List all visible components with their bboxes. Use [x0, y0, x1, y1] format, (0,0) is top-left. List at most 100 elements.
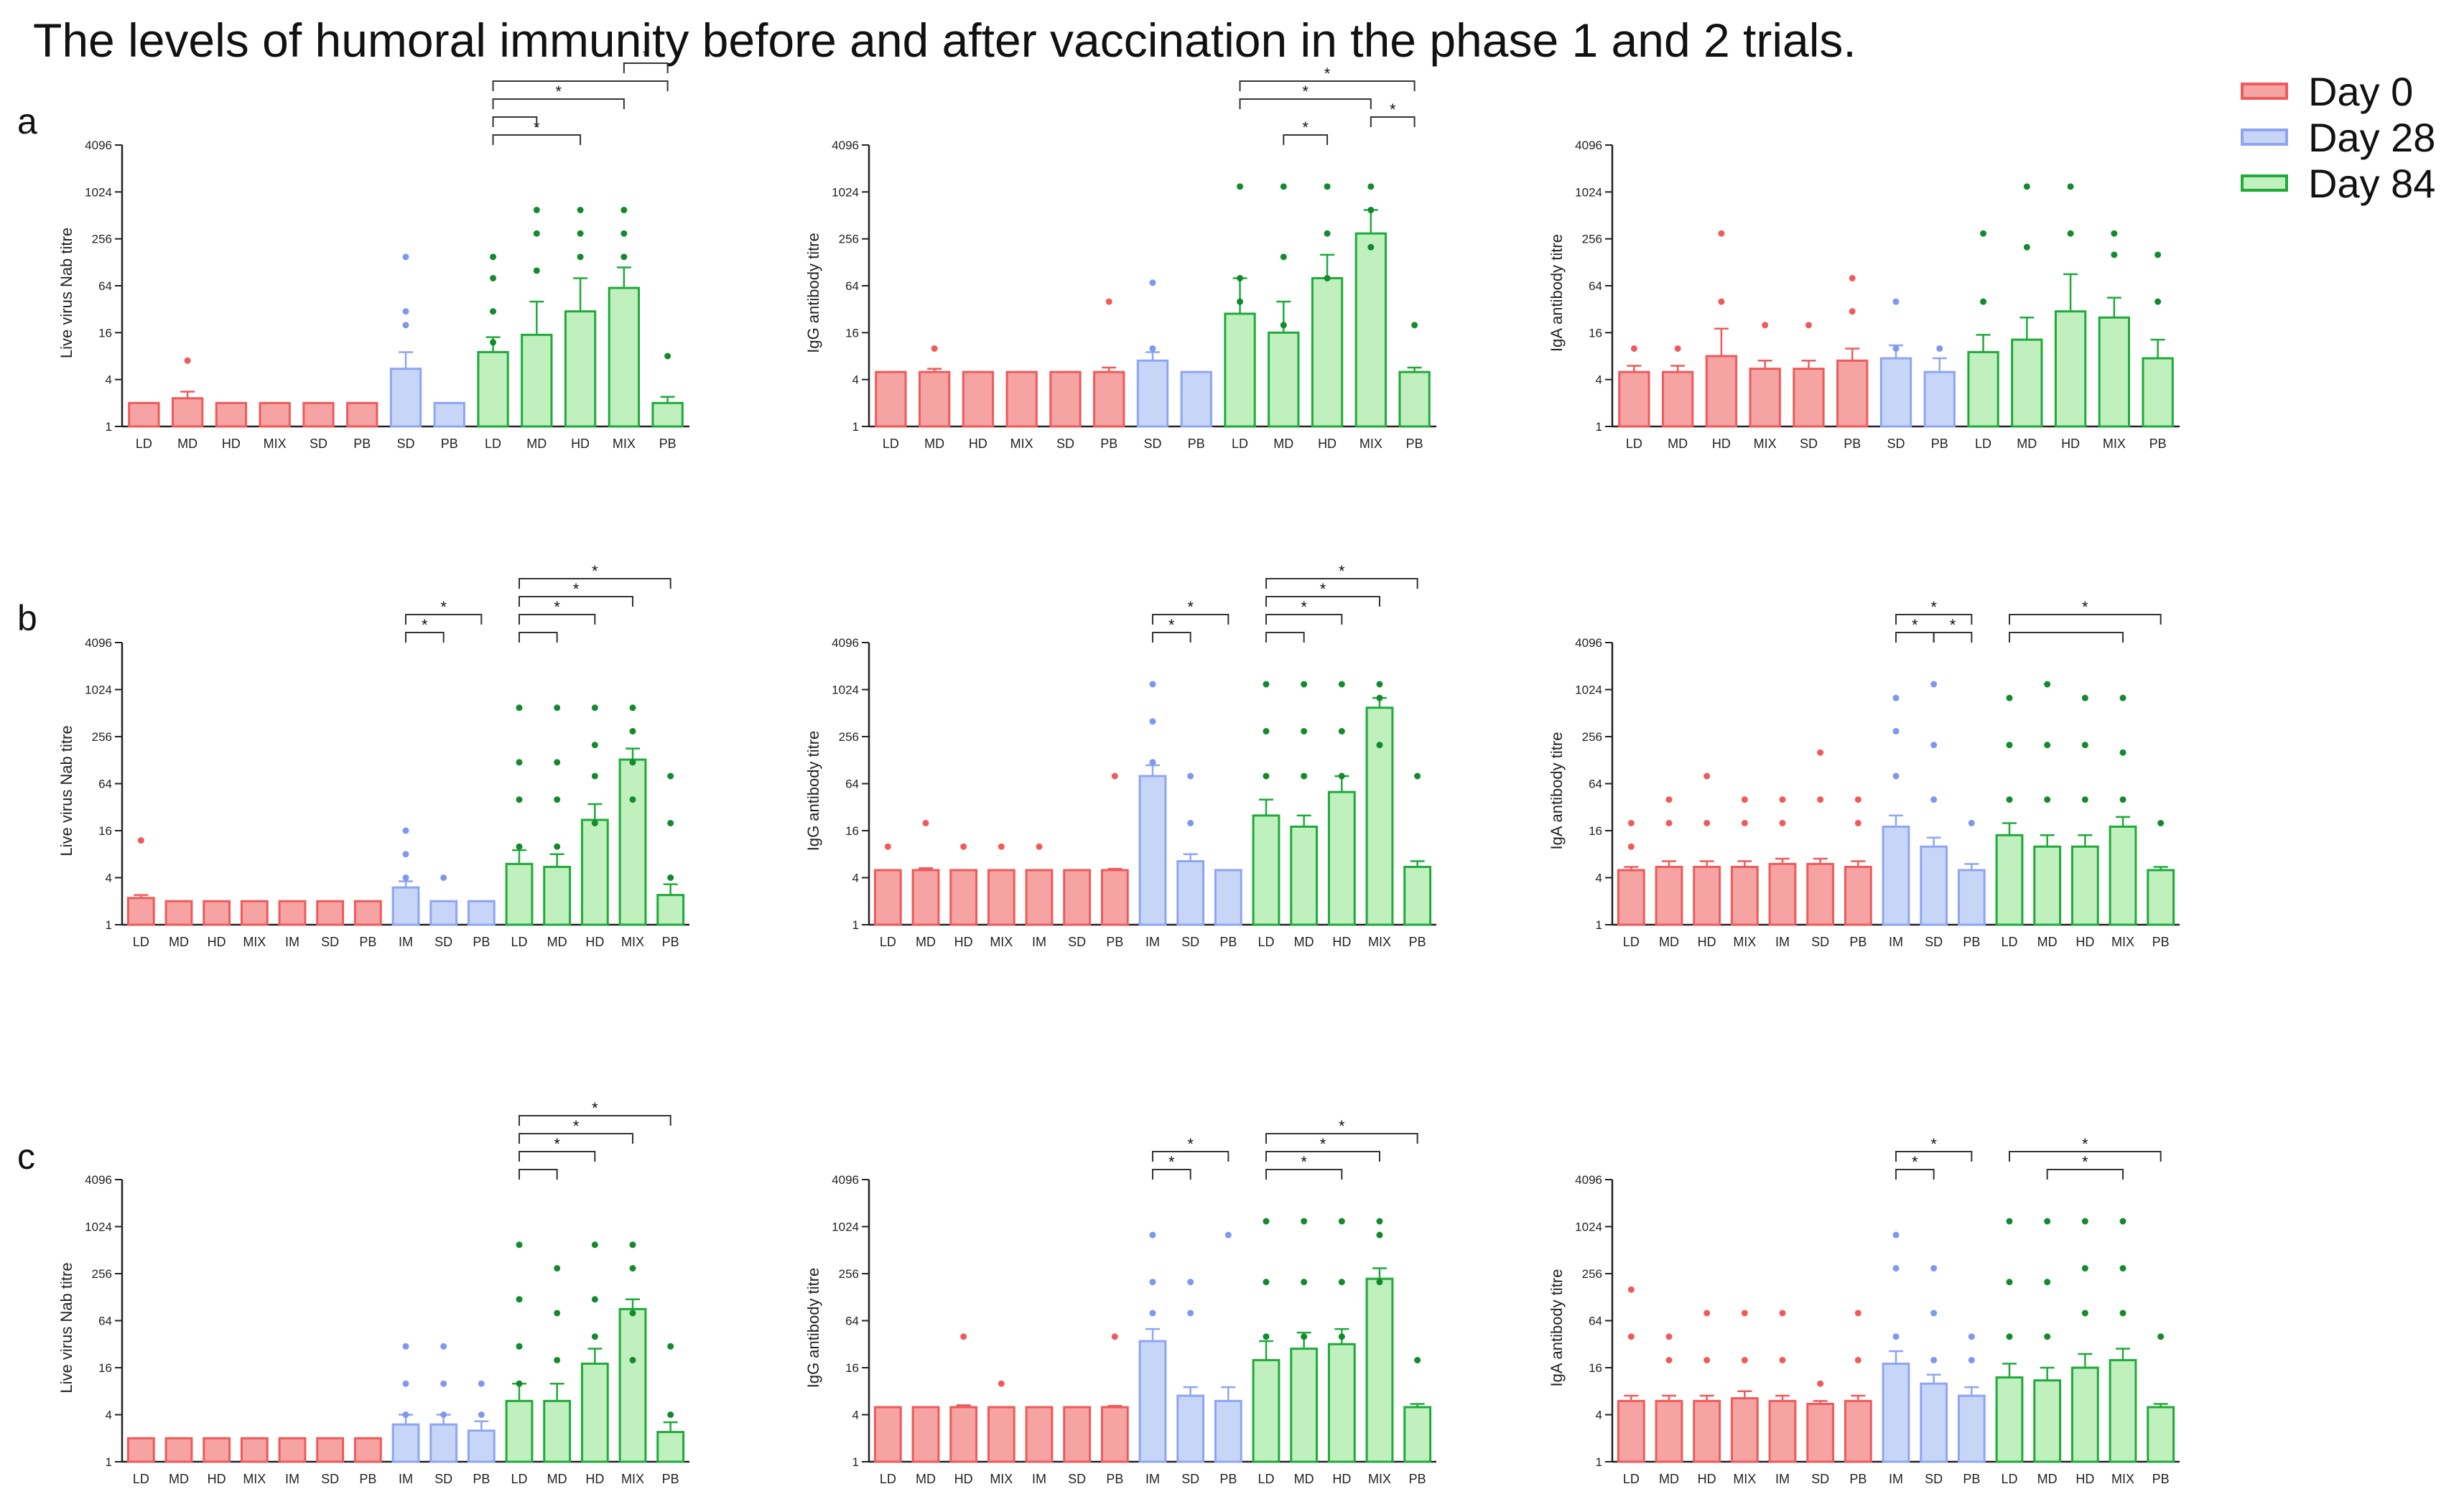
legend-swatch-day0 — [2241, 83, 2288, 100]
bar — [1252, 814, 1280, 926]
data-point — [1338, 1279, 1345, 1286]
data-point — [440, 874, 447, 881]
x-tick-label: MIX — [243, 1472, 266, 1486]
data-point — [1376, 1279, 1383, 1286]
data-point — [1301, 681, 1308, 688]
data-point — [667, 819, 674, 826]
data-point — [516, 1296, 523, 1303]
data-point — [554, 1356, 561, 1363]
data-point — [1237, 298, 1244, 305]
bar — [505, 1399, 534, 1463]
x-tick-label: MD — [1294, 935, 1314, 949]
chart-a-igg: 1 4 16 64 256 1024 4096 IgG antibody titre LD MD H… — [804, 65, 1436, 451]
x-tick-label: HD — [1318, 437, 1337, 451]
x-tick-label: IM — [1145, 935, 1160, 949]
x-tick-label: MD — [924, 437, 944, 451]
bar — [1806, 862, 1835, 926]
data-point — [1718, 230, 1725, 237]
data-point — [1149, 718, 1156, 725]
data-point — [2006, 1279, 2013, 1286]
bar — [1844, 1399, 1872, 1463]
significance-bracket — [1265, 1151, 1380, 1162]
data-point — [2119, 796, 2126, 803]
y-tick-label: 1 — [852, 420, 859, 434]
bar — [1214, 1399, 1242, 1463]
x-tick-label: IM — [399, 935, 413, 949]
bar — [580, 818, 609, 926]
data-point — [2081, 1265, 2088, 1272]
data-point — [137, 837, 144, 844]
y-tick-label: 1 — [1596, 918, 1602, 932]
bar — [164, 1437, 193, 1463]
x-tick-label: SD — [1056, 437, 1074, 451]
bar — [1268, 331, 1300, 428]
data-point — [2044, 1218, 2051, 1225]
x-tick-label: PB — [2152, 935, 2170, 949]
bar — [1403, 865, 1432, 926]
bar — [1995, 1376, 2024, 1463]
y-axis-label: IgG antibody titre — [804, 731, 822, 851]
bar — [346, 401, 378, 428]
data-point — [2154, 298, 2162, 305]
x-tick-label: HD — [1332, 935, 1351, 949]
significance-star: * — [1912, 616, 1918, 634]
bar — [389, 368, 422, 428]
y-tick-label: 1 — [852, 1455, 859, 1469]
bar — [353, 900, 382, 926]
significance-bracket — [1265, 1169, 1343, 1180]
data-point — [591, 773, 598, 780]
chart-b-nab: 1 4 16 64 256 1024 4096 Live virus Nab titre LD M… — [57, 562, 689, 949]
x-tick-label: MD — [547, 1472, 567, 1486]
significance-star: * — [1301, 598, 1307, 616]
data-point — [667, 1343, 674, 1350]
x-tick-label: MD — [916, 1472, 936, 1486]
data-point — [1263, 1333, 1270, 1340]
data-point — [2067, 230, 2074, 237]
bar — [1617, 869, 1645, 926]
bar — [1617, 1399, 1645, 1463]
data-point — [1367, 183, 1375, 190]
chart-a-nab: 1 4 16 64 256 1024 4096 Live virus Nab titre LD M… — [57, 47, 689, 451]
chart-c-nab: 1 4 16 64 256 1024 4096 Live virus Nab titre LD M… — [57, 1099, 689, 1486]
data-point — [1968, 819, 1975, 826]
x-tick-label: HD — [1698, 1472, 1716, 1486]
bar — [1882, 825, 1910, 926]
x-tick-label: MIX — [1359, 437, 1382, 451]
data-point — [1930, 681, 1938, 688]
significance-star: * — [440, 598, 447, 616]
x-tick-label: MD — [177, 437, 197, 451]
x-tick-label: PB — [1219, 1472, 1237, 1486]
significance-star: * — [2082, 1153, 2088, 1171]
significance-bracket — [519, 632, 558, 643]
bar — [2109, 825, 2137, 926]
data-point — [516, 1343, 523, 1350]
bar — [240, 1437, 269, 1463]
x-tick-label: HD — [2075, 935, 2094, 949]
data-point — [1263, 1279, 1270, 1286]
data-point — [1224, 1231, 1232, 1238]
significance-bracket — [492, 98, 625, 109]
y-tick-label: 1 — [106, 420, 112, 434]
significance-bracket — [1933, 632, 1973, 643]
bar — [580, 1362, 609, 1463]
bar — [126, 897, 155, 926]
x-tick-label: SD — [434, 935, 452, 949]
x-tick-label: SD — [321, 1472, 339, 1486]
data-point — [1980, 298, 1987, 305]
data-point — [1187, 773, 1194, 780]
y-tick-label: 1024 — [832, 185, 859, 199]
data-point — [1703, 819, 1711, 826]
significance-star: * — [1301, 1153, 1307, 1171]
data-point — [490, 308, 497, 315]
x-tick-label: LD — [880, 935, 896, 949]
data-point — [2157, 819, 2165, 826]
data-point — [1237, 183, 1244, 190]
y-axis-label: IgG antibody titre — [804, 1268, 822, 1389]
y-tick-label: 1 — [852, 918, 859, 932]
y-tick-label: 1 — [106, 918, 112, 932]
x-tick-label: PB — [1106, 935, 1123, 949]
bar — [1138, 1340, 1167, 1463]
bar — [171, 397, 204, 428]
y-axis-label: IgA antibody titre — [1548, 1269, 1566, 1387]
significance-bracket — [1239, 80, 1416, 91]
